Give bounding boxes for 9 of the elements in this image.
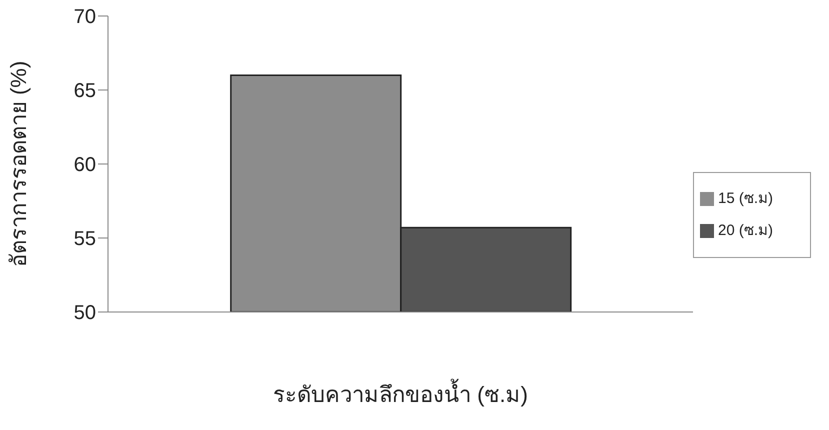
y-tick-label: 65 xyxy=(74,80,96,102)
y-tick-label: 50 xyxy=(74,302,96,324)
y-tick-label: 55 xyxy=(74,228,96,250)
y-axis-title: อัตราการรอดตาย (%) xyxy=(6,60,31,268)
y-tick-label: 70 xyxy=(74,6,96,28)
x-axis-title: ระดับความลึกของน้ำ (ซ.ม) xyxy=(273,379,528,407)
legend-label: 15 (ซ.ม) xyxy=(718,190,774,207)
y-tick-label: 60 xyxy=(74,154,96,176)
legend-label: 20 (ซ.ม) xyxy=(718,222,774,239)
